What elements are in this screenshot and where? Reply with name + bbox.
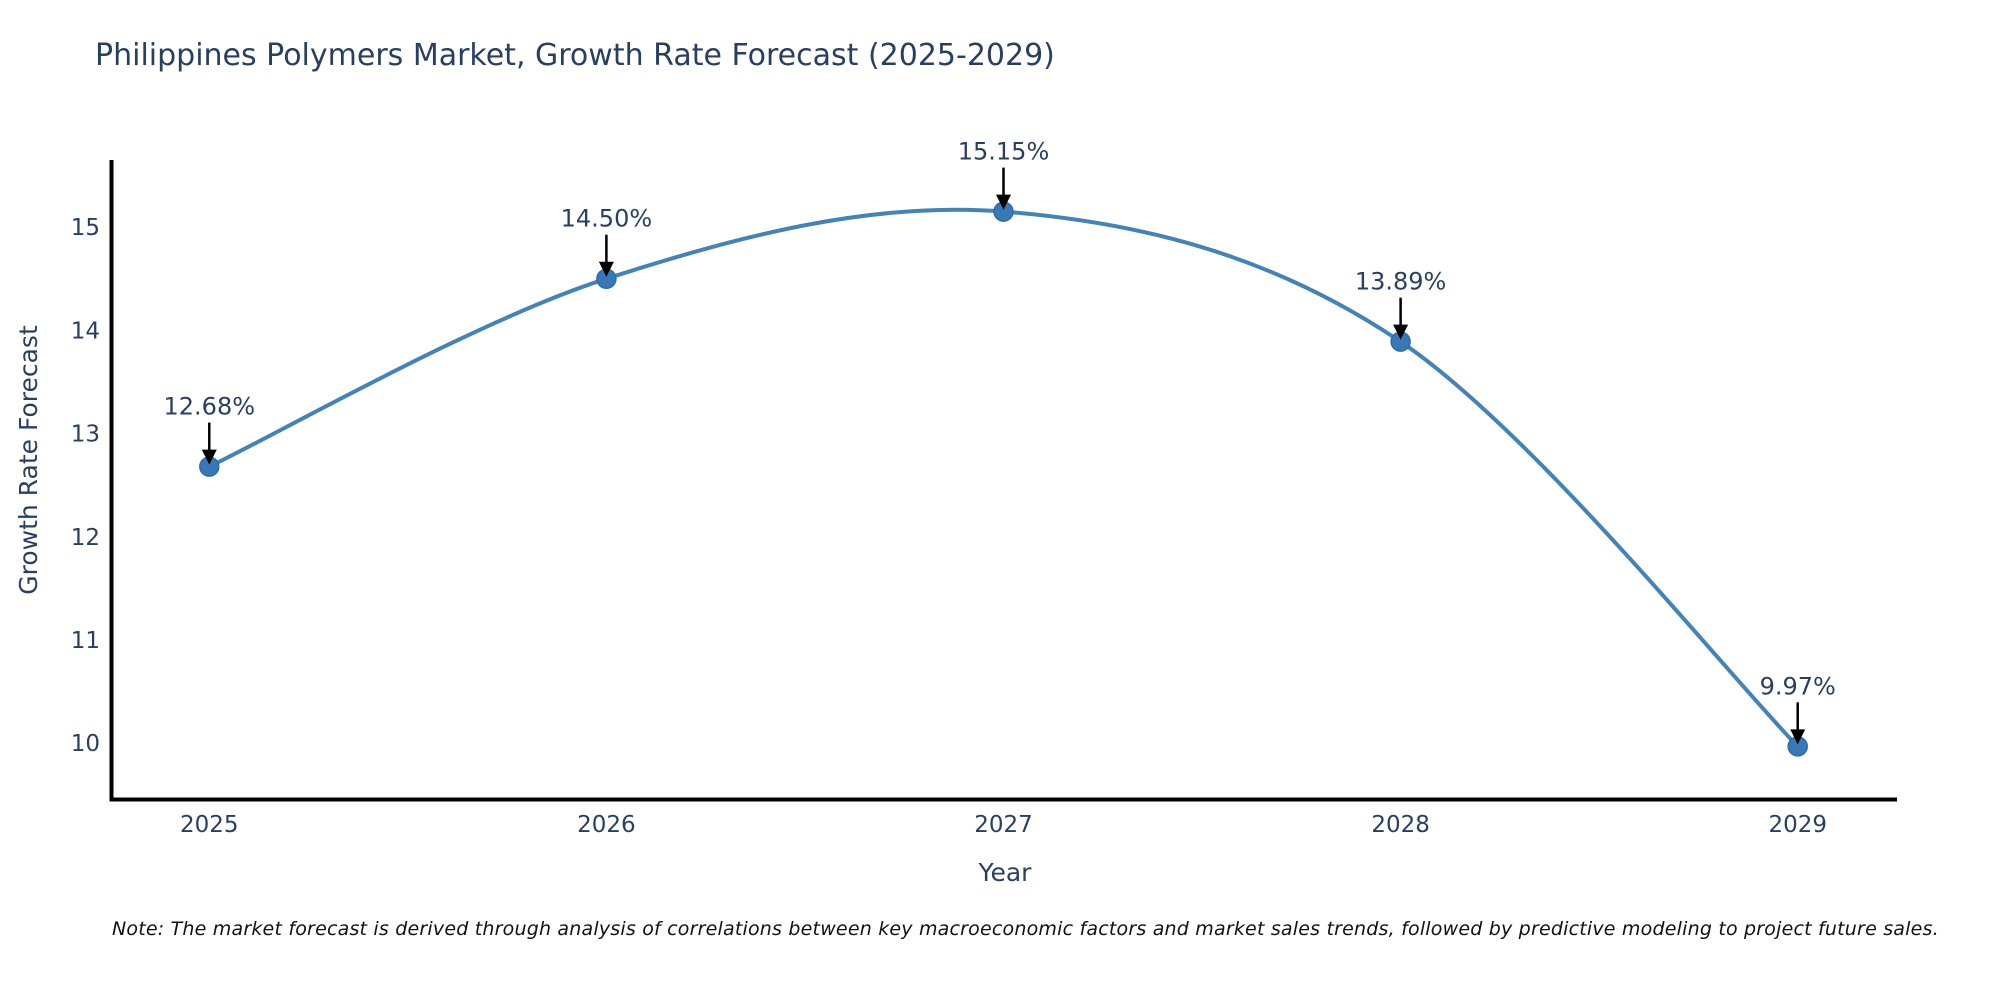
y-tick-label-13: 13 (71, 422, 100, 448)
forecast-line (207, 207, 1800, 749)
annotation-arrowhead-icon (996, 194, 1011, 210)
y-tick-label-10: 10 (71, 731, 100, 757)
footnote-text: Note: The market forecast is derived thr… (112, 918, 1939, 940)
point-value-label-2026: 14.50% (561, 205, 653, 233)
x-tick-label-2029: 2029 (1768, 812, 1827, 838)
annotation-arrowhead-icon (1790, 729, 1806, 745)
y-tick-label-12: 12 (71, 525, 100, 551)
x-tick-labels-group: 2025 2026 2027 2028 2029 (180, 812, 1827, 838)
y-tick-label-14: 14 (71, 318, 100, 344)
y-tick-label-15: 15 (71, 215, 100, 241)
x-tick-label-2025: 2025 (180, 812, 239, 838)
y-tick-labels-group: 10 11 12 13 14 15 (71, 215, 100, 757)
y-axis-title: Growth Rate Forecast (14, 325, 43, 595)
point-value-label-2029: 9.97% (1760, 672, 1836, 700)
annotation-arrowhead-icon (598, 261, 614, 277)
x-tick-label-2027: 2027 (974, 812, 1033, 838)
data-points-group (199, 201, 1808, 757)
annotation-arrows-group (201, 167, 1806, 745)
y-tick-label-11: 11 (71, 628, 100, 654)
x-axis-title: Year (978, 858, 1032, 887)
point-value-label-2027: 15.15% (958, 138, 1050, 166)
annotation-arrowhead-icon (201, 449, 217, 465)
point-value-label-2028: 13.89% (1355, 268, 1447, 296)
point-value-label-2025: 12.68% (164, 393, 256, 421)
chart-title: Philippines Polymers Market, Growth Rate… (95, 38, 1055, 73)
x-tick-label-2028: 2028 (1371, 812, 1430, 838)
annotation-arrowhead-icon (1393, 324, 1409, 340)
x-tick-label-2026: 2026 (577, 812, 636, 838)
point-labels-group: 12.68% 14.50% 15.15% 13.89% 9.97% (164, 138, 1836, 701)
